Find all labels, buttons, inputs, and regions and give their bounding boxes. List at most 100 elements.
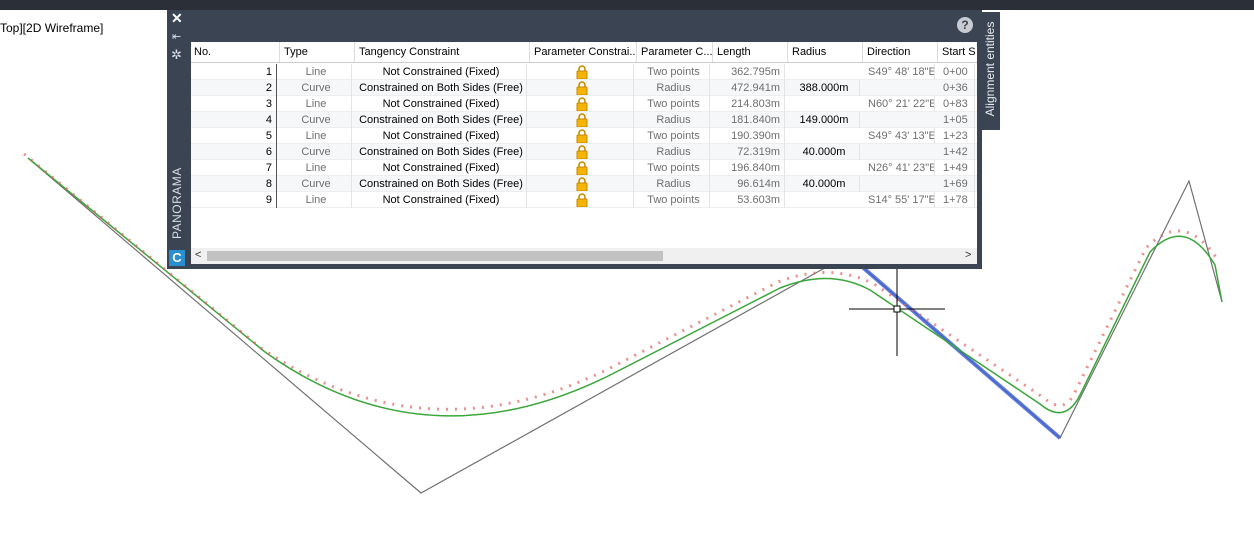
- panel-title: PANORAMA: [170, 167, 184, 239]
- column-header[interactable]: Parameter C...: [641, 42, 713, 62]
- cell-parameter: Radius: [638, 176, 710, 192]
- column-header[interactable]: Length: [717, 42, 788, 62]
- column-header[interactable]: Tangency Constraint: [359, 42, 530, 62]
- cell-radius: 388.000m: [789, 80, 860, 96]
- cell-tangency: Constrained on Both Sides (Free): [356, 176, 527, 192]
- pin-button[interactable]: ⇤: [172, 31, 182, 43]
- cell-start: 1+69: [939, 176, 975, 192]
- cell-tangency: Not Constrained (Fixed): [356, 192, 527, 208]
- cell-length: 196.840m: [714, 160, 785, 176]
- table: No. Type Tangency Constraint Parameter Cons…: [191, 42, 977, 248]
- cell-length: 96.614m: [714, 176, 785, 192]
- cell-type: Line: [281, 64, 352, 80]
- cell-radius: 40.000m: [789, 144, 860, 160]
- lock: [576, 97, 588, 112]
- close-button[interactable]: ✕: [171, 10, 183, 26]
- lock-icon: [531, 160, 634, 176]
- scroll-left[interactable]: <: [195, 249, 202, 261]
- viewport-label[interactable]: Top][2D Wireframe]: [0, 21, 104, 35]
- cell-no: 5: [191, 128, 277, 144]
- cell-length: 214.803m: [714, 96, 785, 112]
- cell-start: 1+42: [939, 144, 975, 160]
- cell-type: Curve: [281, 144, 352, 160]
- lock-icon: [531, 144, 634, 160]
- lock: [576, 129, 588, 144]
- lock: [576, 193, 588, 208]
- cell-length: 472.941m: [714, 80, 785, 96]
- cell-length: 53.603m: [714, 192, 785, 208]
- help-button[interactable]: ?: [957, 17, 973, 33]
- cell-start: 1+05: [939, 112, 975, 128]
- cell-parameter: Two points: [638, 192, 710, 208]
- cell-no: 2: [191, 80, 277, 96]
- cell-start: 1+49: [939, 160, 975, 176]
- cell-direction: S49° 43' 13"E: [864, 128, 935, 144]
- cell-tangency: Constrained on Both Sides (Free): [356, 80, 527, 96]
- lock: [576, 177, 588, 192]
- cell-tangency: Not Constrained (Fixed): [356, 160, 527, 176]
- lock: [576, 65, 588, 80]
- lock-icon: [531, 192, 634, 208]
- cell-type: Line: [281, 96, 352, 112]
- side-tab[interactable]: Alignment entities: [980, 12, 1000, 130]
- cell-no: 1: [191, 64, 277, 80]
- cell-direction: N60° 21' 22"E: [864, 96, 935, 112]
- cell-type: Curve: [281, 176, 352, 192]
- cell-parameter: Two points: [638, 160, 710, 176]
- cell-direction: S14° 55' 17"E: [864, 192, 935, 208]
- app-icon: C: [169, 250, 185, 266]
- alignment-curve: [27, 157, 1223, 417]
- lock: [576, 113, 588, 128]
- lock-icon: [531, 176, 634, 192]
- cell-no: 4: [191, 112, 277, 128]
- cell-type: Line: [281, 128, 352, 144]
- cell-no: 7: [191, 160, 277, 176]
- cell-radius: 149.000m: [789, 112, 860, 128]
- cell-length: 72.319m: [714, 144, 785, 160]
- header-border: [191, 62, 977, 63]
- lock-icon: [531, 96, 634, 112]
- cell-type: Curve: [281, 112, 352, 128]
- cell-tangency: Not Constrained (Fixed): [356, 128, 527, 144]
- cell-parameter: Two points: [638, 96, 710, 112]
- cell-length: 181.840m: [714, 112, 785, 128]
- cell-direction: N26° 41' 23"E: [864, 160, 935, 176]
- lock: [576, 145, 588, 160]
- cell-no: 3: [191, 96, 277, 112]
- top-bar: [0, 0, 1254, 10]
- panorama-panel: ✕ ⇤ ✲ PANORAMA C ? No. Type Tangency Const…: [167, 10, 982, 269]
- cell-type: Line: [281, 160, 352, 176]
- cell-parameter: Radius: [638, 80, 710, 96]
- cell-start: 0+36: [939, 80, 975, 96]
- scroll-thumb[interactable]: [207, 251, 663, 261]
- cell-tangency: Not Constrained (Fixed): [356, 64, 527, 80]
- cell-parameter: Radius: [638, 144, 710, 160]
- cell-tangency: Constrained on Both Sides (Free): [356, 112, 527, 128]
- cell-tangency: Not Constrained (Fixed): [356, 96, 527, 112]
- lock-icon: [531, 80, 634, 96]
- selected-segment: [858, 263, 1062, 440]
- settings-button[interactable]: ✲: [171, 47, 182, 62]
- cell-start: 0+83: [939, 96, 975, 112]
- station-labels: [23, 152, 1221, 411]
- cell-no: 6: [191, 144, 277, 160]
- lock-icon: [531, 64, 634, 80]
- cell-length: 362.795m: [714, 64, 785, 80]
- column-header[interactable]: Direction: [867, 42, 938, 62]
- scroll-right[interactable]: >: [965, 249, 972, 261]
- lock: [576, 81, 588, 96]
- cell-start: 1+23: [939, 128, 975, 144]
- column-header[interactable]: Type: [284, 42, 355, 62]
- column-header[interactable]: No.: [194, 42, 280, 62]
- cell-no: 9: [191, 192, 277, 208]
- cell-tangency: Constrained on Both Sides (Free): [356, 144, 527, 160]
- cell-length: 190.390m: [714, 128, 785, 144]
- column-header[interactable]: Radius: [792, 42, 863, 62]
- tab-label[interactable]: Alignment entities: [983, 21, 997, 117]
- column-header[interactable]: Parameter Constrai...: [534, 42, 637, 62]
- column-header[interactable]: Start S: [942, 42, 977, 62]
- cell-type: Line: [281, 192, 352, 208]
- cell-parameter: Two points: [638, 64, 710, 80]
- scrollbar[interactable]: < >: [191, 248, 977, 264]
